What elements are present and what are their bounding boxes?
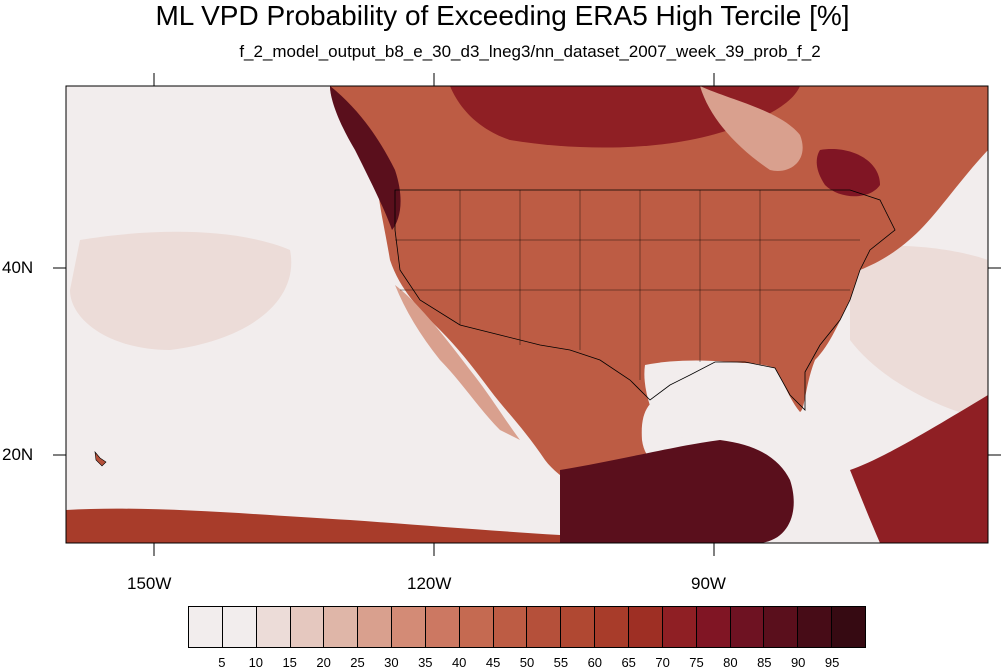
colorbar-swatch: [764, 607, 799, 647]
colorbar-swatch: [730, 607, 765, 647]
pacific-patch: [70, 231, 292, 350]
colorbar-tick-label: 10: [248, 655, 264, 670]
coast-dark-band: [330, 86, 401, 230]
state-boundaries: [395, 190, 860, 380]
colorbar-swatch: [459, 607, 494, 647]
plot-frame: [65, 85, 989, 544]
colorbar-swatch: [595, 607, 629, 647]
colorbar-swatch: [662, 607, 697, 647]
south-pacific-band: [66, 508, 560, 543]
central-america-dark: [560, 440, 794, 543]
colorbar-swatch: [392, 607, 426, 647]
baja-region: [395, 285, 520, 440]
colorbar-swatch: [832, 607, 865, 647]
chart-subtitle: f_2_model_output_b8_e_30_d3_lneg3/nn_dat…: [239, 42, 821, 61]
colorbar-swatch: [358, 607, 393, 647]
lon-label-120w: 120W: [407, 574, 452, 593]
colorbar-tick-label: 5: [218, 655, 226, 670]
colorbar-tick-label: 50: [519, 655, 535, 670]
colorbar-tick-label: 30: [384, 655, 399, 670]
north-america-land: [330, 86, 988, 522]
colorbar-tick-label: 35: [418, 655, 433, 670]
colorbar-swatch: [798, 607, 833, 647]
colorbar-tick-label: 90: [790, 655, 806, 670]
quebec-dark-spot: [816, 149, 880, 197]
hudson-region: [700, 86, 803, 171]
colorbar-tick-label: 95: [824, 655, 840, 670]
colorbar-tick-label: 85: [757, 655, 772, 670]
colorbar-swatch: [256, 607, 291, 647]
lon-label-90w: 90W: [691, 574, 726, 593]
colorbar-tick-label: 80: [723, 655, 738, 670]
colorbar-tick-label: 75: [689, 655, 704, 670]
us-outline: [394, 189, 896, 411]
atlantic-patch: [850, 245, 988, 420]
colorbar-tick-label: 60: [587, 655, 603, 670]
colorbar-swatch: [222, 607, 257, 647]
colorbar-swatch: [290, 607, 325, 647]
colorbar-tick-label: 65: [621, 655, 636, 670]
colorbar-tick-label: 45: [485, 655, 501, 670]
colorbar-swatch: [493, 607, 528, 647]
gulf-of-mexico: [644, 360, 764, 441]
colorbar: [188, 606, 866, 648]
colorbar-swatch: [561, 607, 596, 647]
caribbean-dark: [850, 395, 988, 543]
colorbar-swatch: [628, 607, 663, 647]
map-fill: [66, 86, 988, 543]
hawaii-islands: [94, 451, 107, 467]
colorbar-tick-label: 15: [282, 655, 297, 670]
chart-title: ML VPD Probability of Exceeding ERA5 Hig…: [155, 0, 850, 31]
lat-label-20n: 20N: [2, 445, 34, 464]
axis-ticks: [53, 73, 1001, 556]
colorbar-swatch: [696, 607, 731, 647]
colorbar-tick-label: 70: [655, 655, 670, 670]
colorbar-tick-label: 25: [350, 655, 365, 670]
lat-label-40n: 40N: [2, 258, 34, 277]
colorbar-swatch: [425, 607, 460, 647]
lon-label-150w: 150W: [127, 574, 172, 593]
colorbar-tick-label: 40: [451, 655, 467, 670]
colorbar-swatch: [189, 607, 223, 647]
colorbar-tick-label: 55: [553, 655, 569, 670]
colorbar-swatch: [527, 607, 562, 647]
colorbar-tick-label: 20: [316, 655, 331, 670]
colorbar-swatch: [324, 607, 359, 647]
